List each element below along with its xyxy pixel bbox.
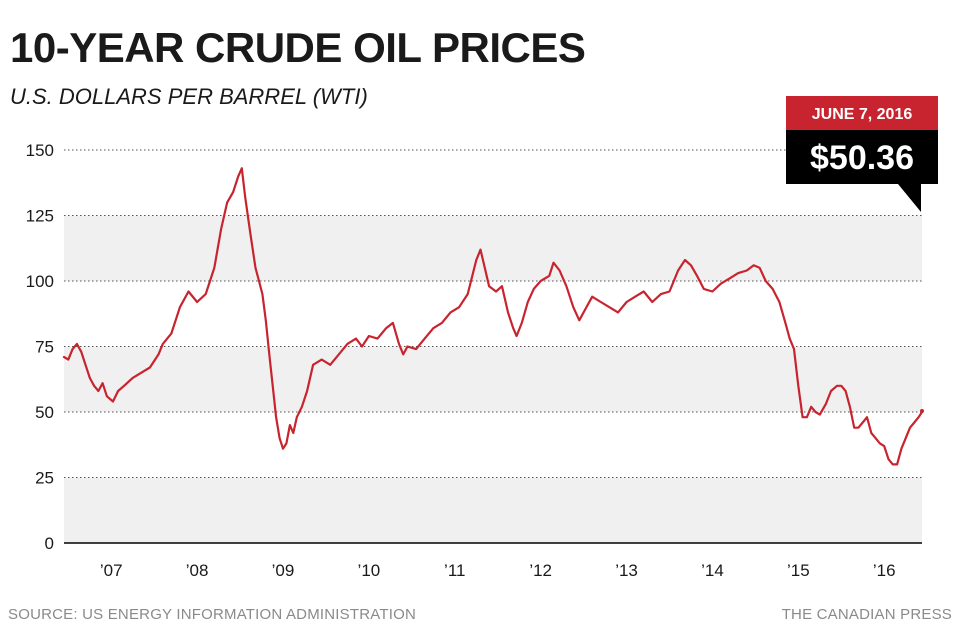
line-chart: 0 25 50 75 100 125 150 ’07 ’08 ’09 ’10 ’11 ’12 ’13 ’1… <box>26 96 938 580</box>
price-line <box>62 167 924 466</box>
chart-title: 10-YEAR CRUDE OIL PRICES <box>10 24 586 71</box>
band-50-75 <box>64 346 922 412</box>
x-tick-label: ’13 <box>615 561 638 580</box>
y-tick-label-75: 75 <box>35 338 54 357</box>
x-tick-label: ’08 <box>186 561 209 580</box>
x-axis: ’07 ’08 ’09 ’10 ’11 ’12 ’13 ’14 ’15 ’16 <box>100 561 896 580</box>
source-note: SOURCE: US ENERGY INFORMATION ADMINISTRA… <box>8 606 416 623</box>
x-tick-label: ’12 <box>529 561 552 580</box>
x-tick-label: ’16 <box>873 561 896 580</box>
x-tick-label: ’15 <box>787 561 810 580</box>
y-tick-label-150: 150 <box>26 141 54 160</box>
y-tick-label-125: 125 <box>26 207 54 226</box>
y-tick-label-100: 100 <box>26 272 54 291</box>
callout-value-bg <box>786 130 938 184</box>
callout-value: $50.36 <box>810 139 914 177</box>
callout-date: JUNE 7, 2016 <box>812 106 913 123</box>
band-0-25 <box>64 477 922 543</box>
y-tick-label-50: 50 <box>35 403 54 422</box>
callout-date-bg <box>786 96 938 130</box>
chart-subtitle: U.S. DOLLARS PER BARREL (WTI) <box>10 84 368 109</box>
x-tick-label: ’09 <box>272 561 295 580</box>
x-tick-label: ’07 <box>100 561 123 580</box>
price-callout: JUNE 7, 2016 $50.36 <box>786 96 938 212</box>
x-tick-label: ’14 <box>701 561 724 580</box>
x-tick-label: ’10 <box>358 561 381 580</box>
band-100-125 <box>64 215 922 281</box>
credit-note: THE CANADIAN PRESS <box>781 606 952 623</box>
gridlines <box>64 149 922 544</box>
x-tick-label: ’11 <box>444 561 465 580</box>
background-bands <box>64 215 922 543</box>
y-tick-label-0: 0 <box>45 534 54 553</box>
y-tick-label-25: 25 <box>35 469 54 488</box>
series-layer <box>62 167 924 466</box>
callout-pointer <box>898 184 921 212</box>
last-point <box>920 409 924 414</box>
y-axis: 0 25 50 75 100 125 150 <box>26 141 54 553</box>
